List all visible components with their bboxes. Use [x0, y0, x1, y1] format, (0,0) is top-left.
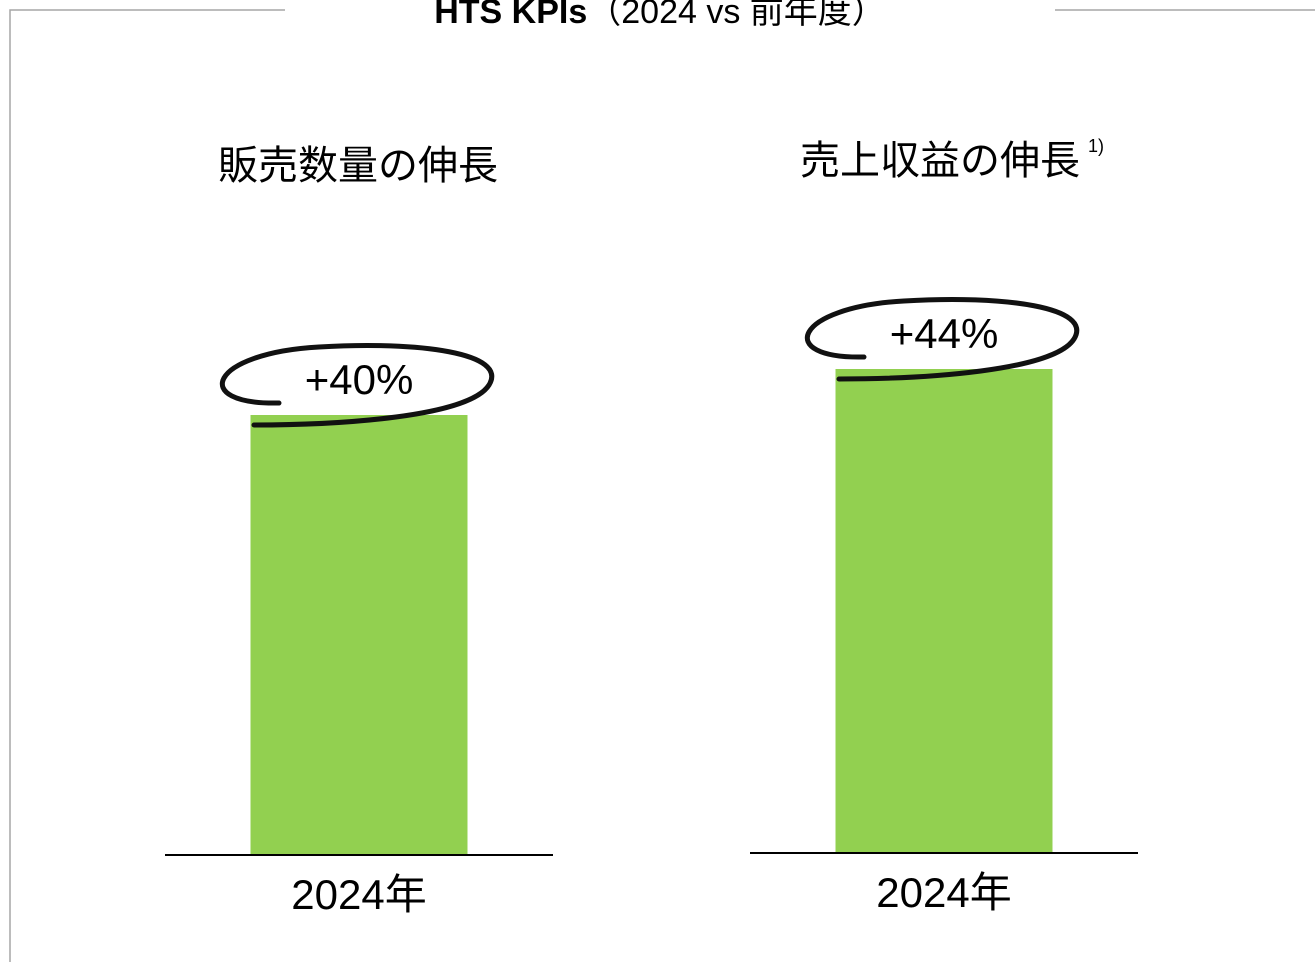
chart-title: 売上収益の伸長 1) [800, 136, 1104, 183]
value-label: +44% [890, 310, 999, 357]
bar [250, 415, 468, 855]
title-main: HTS KPIs [434, 0, 587, 31]
page-title: HTS KPIs（2024 vs 前年度） [434, 0, 886, 31]
chart-title-text: 売上収益の伸長 [800, 139, 1080, 183]
chart-title-text: 販売数量の伸長 [218, 144, 498, 188]
highlight-loop [219, 343, 495, 428]
title-sub: （2024 vs 前年度） [587, 0, 886, 31]
chart-title: 販売数量の伸長 [218, 144, 498, 188]
bar [835, 369, 1053, 853]
x-tick-label: 2024年 [876, 869, 1011, 916]
frame [9, 9, 1315, 962]
highlight-loop [804, 297, 1080, 382]
x-tick-label: 2024年 [291, 871, 426, 918]
value-label: +40% [305, 356, 414, 403]
footnote-ref: 1) [1088, 136, 1104, 156]
